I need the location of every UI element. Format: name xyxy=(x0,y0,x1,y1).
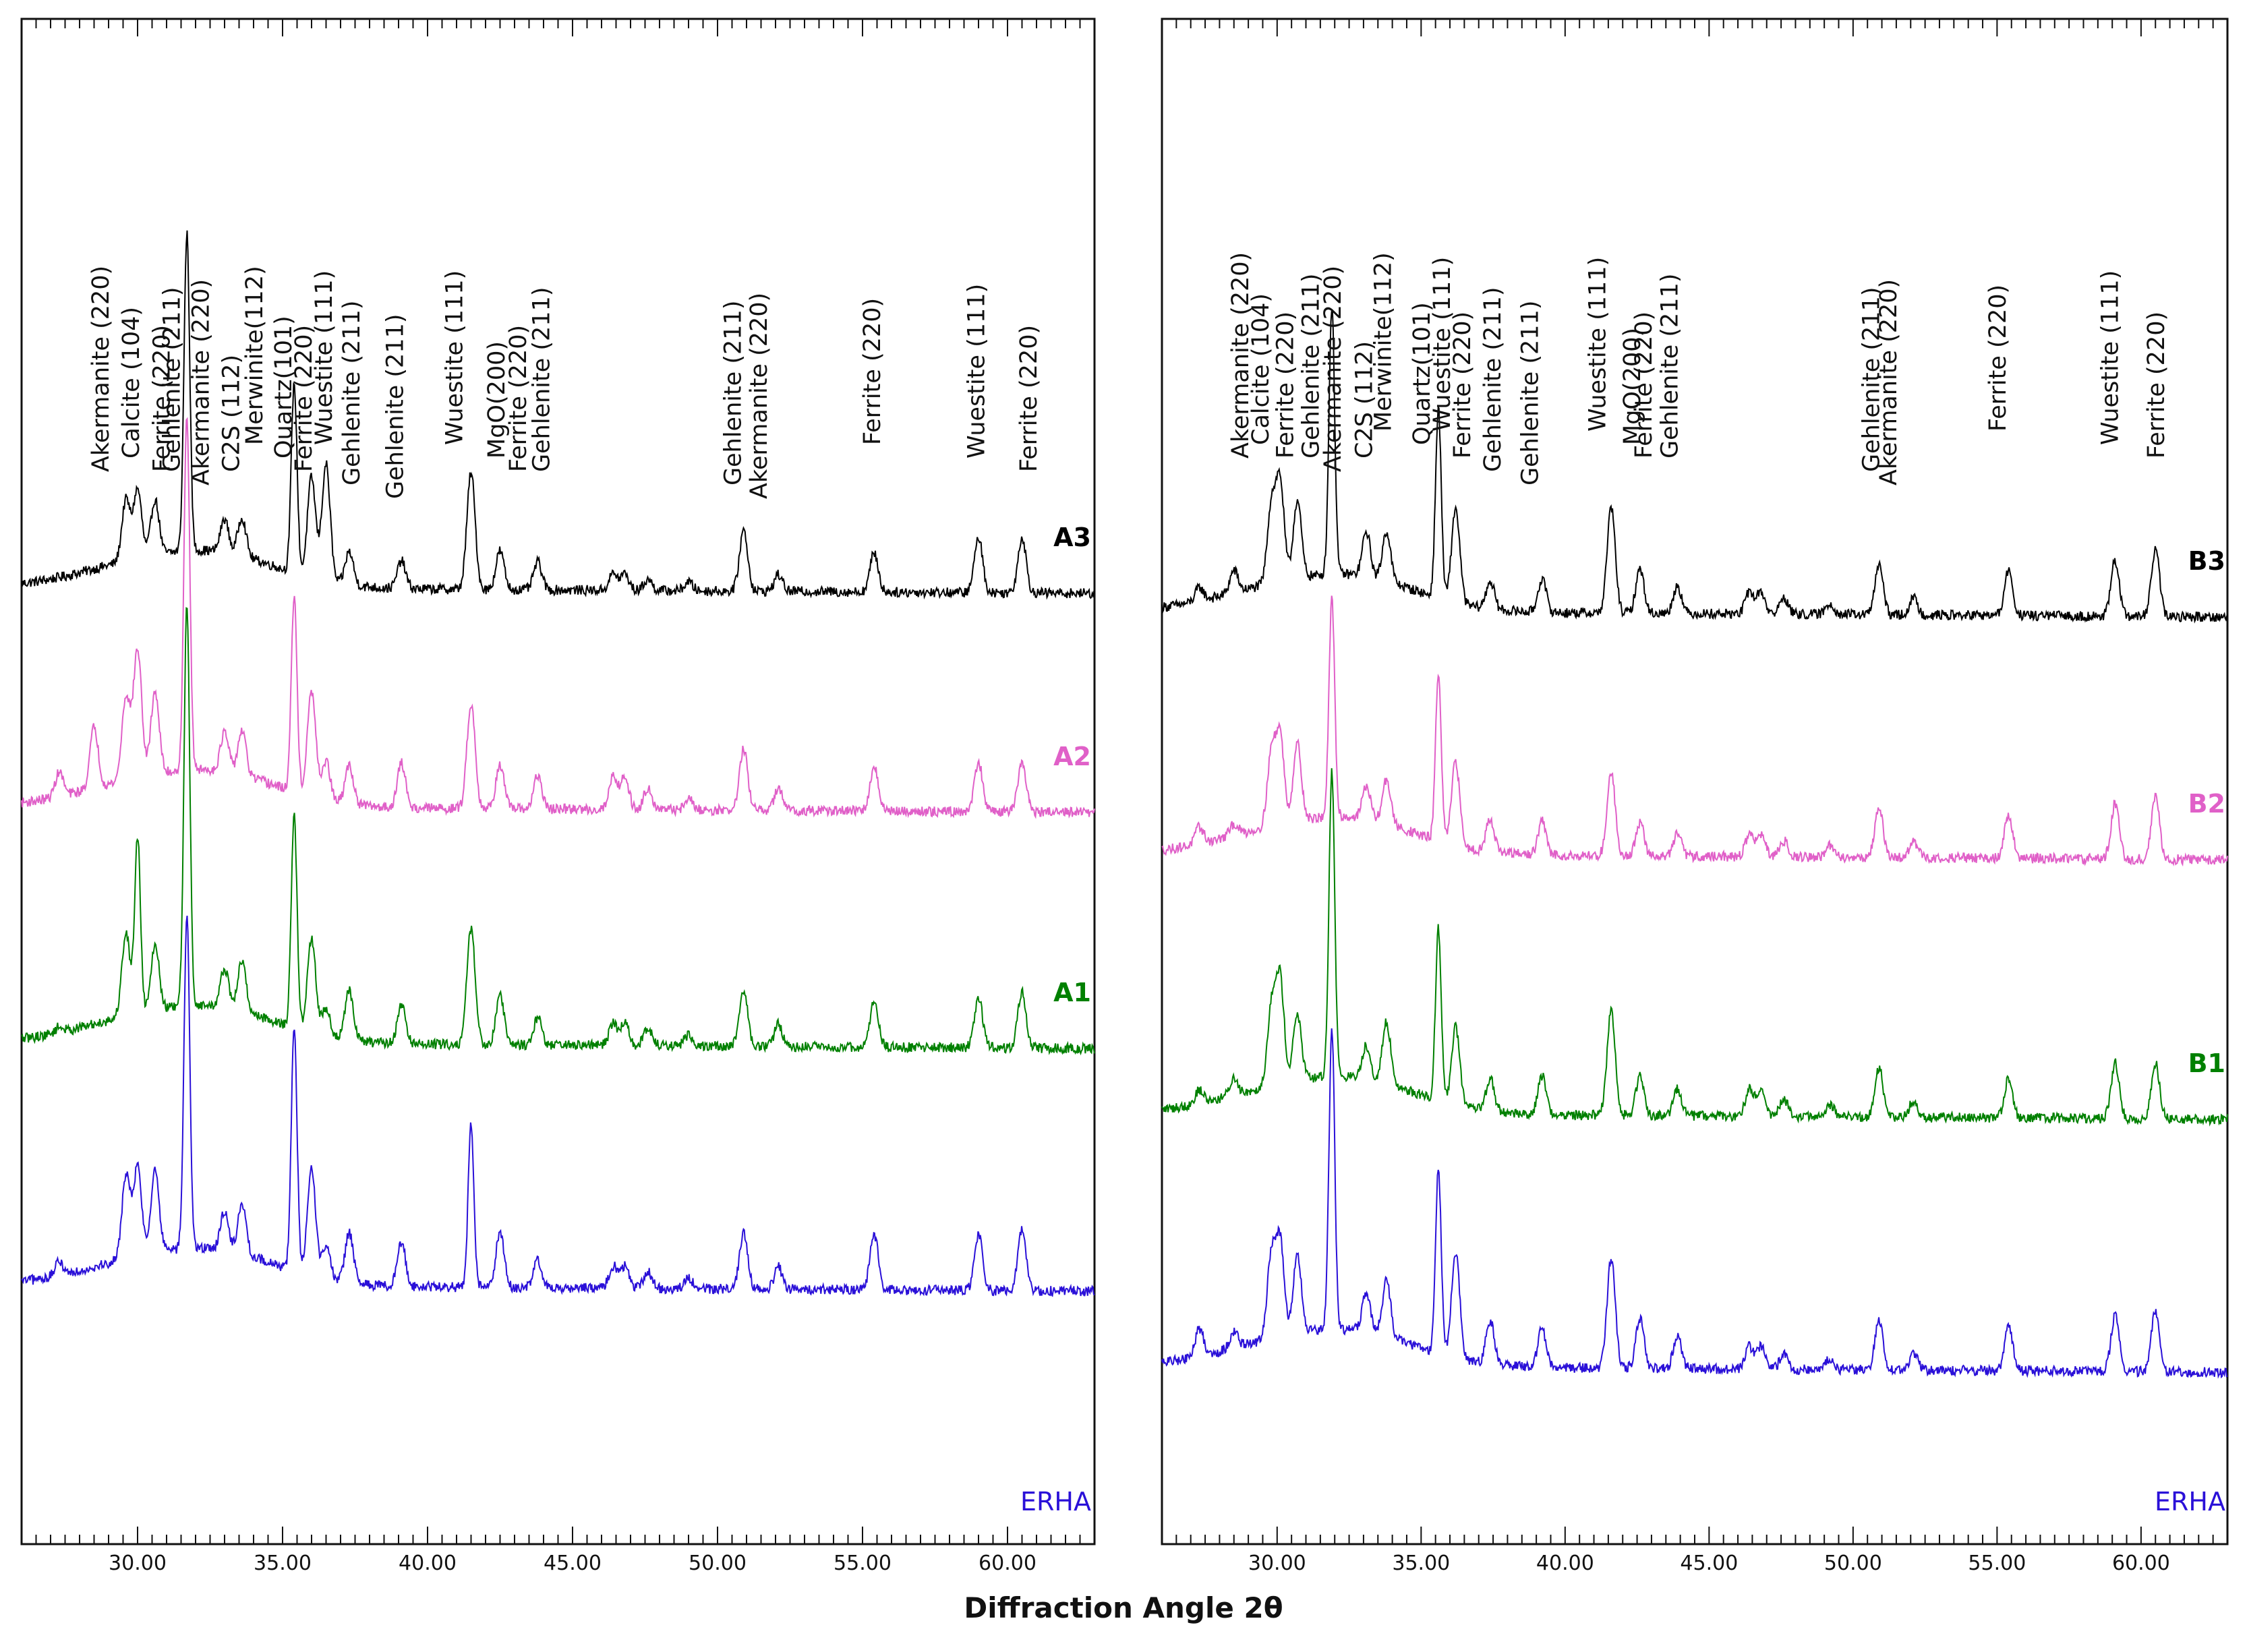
peak-annotation: Gehlenite (211) xyxy=(1480,287,1507,473)
peak-annotation: C2S (112) xyxy=(218,355,245,472)
panel-b: 30.00 35.00 40.00 45.00 50.00 55.00 60.00 B3 B2 B… xyxy=(1161,18,2229,1575)
peak-annotation: C2S (112) xyxy=(1351,341,1378,459)
series-label-a2: A2 xyxy=(1053,742,1091,771)
x-tick-label: 55.00 xyxy=(1968,1552,2026,1575)
peak-annotation: Quartz(101) xyxy=(270,316,297,459)
peak-annotation: Gehlenite (211) xyxy=(720,301,747,486)
peak-annotation: Quartz(101) xyxy=(1409,302,1436,445)
x-tick-label: 30.00 xyxy=(109,1552,167,1575)
peak-annotation: Gehlenite (211) xyxy=(158,287,185,473)
x-tick-label: 30.00 xyxy=(1248,1552,1306,1575)
series-label-a3: A3 xyxy=(1053,523,1091,552)
series-label-erha: ERHA xyxy=(1020,1487,1091,1516)
series-label-erha: ERHA xyxy=(2155,1487,2225,1516)
peak-annotation: Ferrite (220) xyxy=(505,325,532,472)
peak-annotation: Akermanite (220) xyxy=(187,279,214,485)
peak-annotation: Wuestite (111) xyxy=(964,284,991,459)
peak-annotation: Wuestite (111) xyxy=(442,270,469,445)
peak-annotation: Ferrite (220) xyxy=(291,325,318,472)
x-tick-label: 50.00 xyxy=(1824,1552,1882,1575)
peak-annotation: Ferrite (220) xyxy=(2143,312,2170,459)
peak-annotation: Wuestite (111) xyxy=(311,270,338,445)
peak-annotation: Gehlenite (211) xyxy=(1517,301,1544,486)
panel-a: 30.00 35.00 40.00 45.00 50.00 55.00 60.00 A3 A2 A… xyxy=(20,18,1096,1575)
x-tick-label: 40.00 xyxy=(1536,1552,1594,1575)
x-tick-label: 60.00 xyxy=(979,1552,1037,1575)
series-label-b2: B2 xyxy=(2188,789,2225,819)
series-line-b1 xyxy=(1161,768,2228,1127)
peak-annotation: Ferrite (220) xyxy=(1016,325,1043,472)
peak-annotation: Akermanite (220) xyxy=(88,266,115,472)
series-line-b3 xyxy=(1161,309,2228,624)
peak-annotation: MgO(200) xyxy=(1619,328,1646,445)
peak-annotation: Calcite (104) xyxy=(118,307,145,459)
x-tick-label: 55.00 xyxy=(834,1552,892,1575)
peak-annotation: Calcite (104) xyxy=(1248,293,1275,445)
peak-annotation: Akermanite (220) xyxy=(1320,266,1347,472)
peak-annotation: Ferrite (220) xyxy=(859,298,886,445)
x-tick-label: 45.00 xyxy=(1680,1552,1738,1575)
series-line-erha xyxy=(21,915,1095,1297)
series-line-a2 xyxy=(21,417,1095,819)
peak-annotation: Ferrite (220) xyxy=(1449,312,1476,459)
x-tick-label: 60.00 xyxy=(2112,1552,2170,1575)
peak-annotation: Ferrite (220) xyxy=(148,325,175,472)
series-label-b1: B1 xyxy=(2188,1049,2225,1078)
peak-annotation: Akermanite (220) xyxy=(1227,252,1254,459)
series-label-a1: A1 xyxy=(1053,978,1091,1007)
peak-annotation: Gehlenite (211) xyxy=(382,314,409,500)
plot-frame xyxy=(1161,18,2229,1545)
peak-annotation: Gehlenite (211) xyxy=(1858,287,1885,473)
peak-annotation: MgO(200) xyxy=(484,341,510,459)
x-tick-label: 35.00 xyxy=(254,1552,312,1575)
peak-annotation: Wuestite (111) xyxy=(1585,257,1612,432)
peak-annotation: Ferrite (220) xyxy=(1985,285,2012,432)
series-line-b2 xyxy=(1161,595,2228,867)
peak-annotation: Akermanite (220) xyxy=(746,293,773,499)
peak-annotation: Akermanite (220) xyxy=(1875,279,1902,485)
peak-annotation: Merwinite(112) xyxy=(241,266,268,445)
peak-annotation: Merwinite(112) xyxy=(1370,252,1397,432)
peak-annotation: Gehlenite (211) xyxy=(339,301,366,486)
x-tick-label: 35.00 xyxy=(1392,1552,1450,1575)
x-tick-label: 40.00 xyxy=(399,1552,457,1575)
series-line-a1 xyxy=(21,607,1095,1056)
series-label-b3: B3 xyxy=(2188,546,2225,576)
peak-annotation: Gehlenite (211) xyxy=(529,287,556,473)
peak-annotation: Ferrite (220) xyxy=(1631,312,1658,459)
x-tick-label: 45.00 xyxy=(544,1552,602,1575)
plot-frame xyxy=(20,18,1096,1545)
series-line-a3 xyxy=(21,230,1095,600)
peak-annotation: Gehlenite (211) xyxy=(1656,274,1683,459)
peak-annotation: Gehlenite (211) xyxy=(1298,274,1325,459)
x-axis-title: Diffraction Angle 2θ xyxy=(964,1591,1283,1624)
peak-annotation: Ferrite (220) xyxy=(1272,312,1299,459)
peak-annotation: Wuestite (111) xyxy=(2097,270,2124,445)
x-tick-label: 50.00 xyxy=(689,1552,747,1575)
peak-annotation: Wuestite (111) xyxy=(1429,257,1456,432)
series-line-erha xyxy=(1161,1028,2228,1379)
